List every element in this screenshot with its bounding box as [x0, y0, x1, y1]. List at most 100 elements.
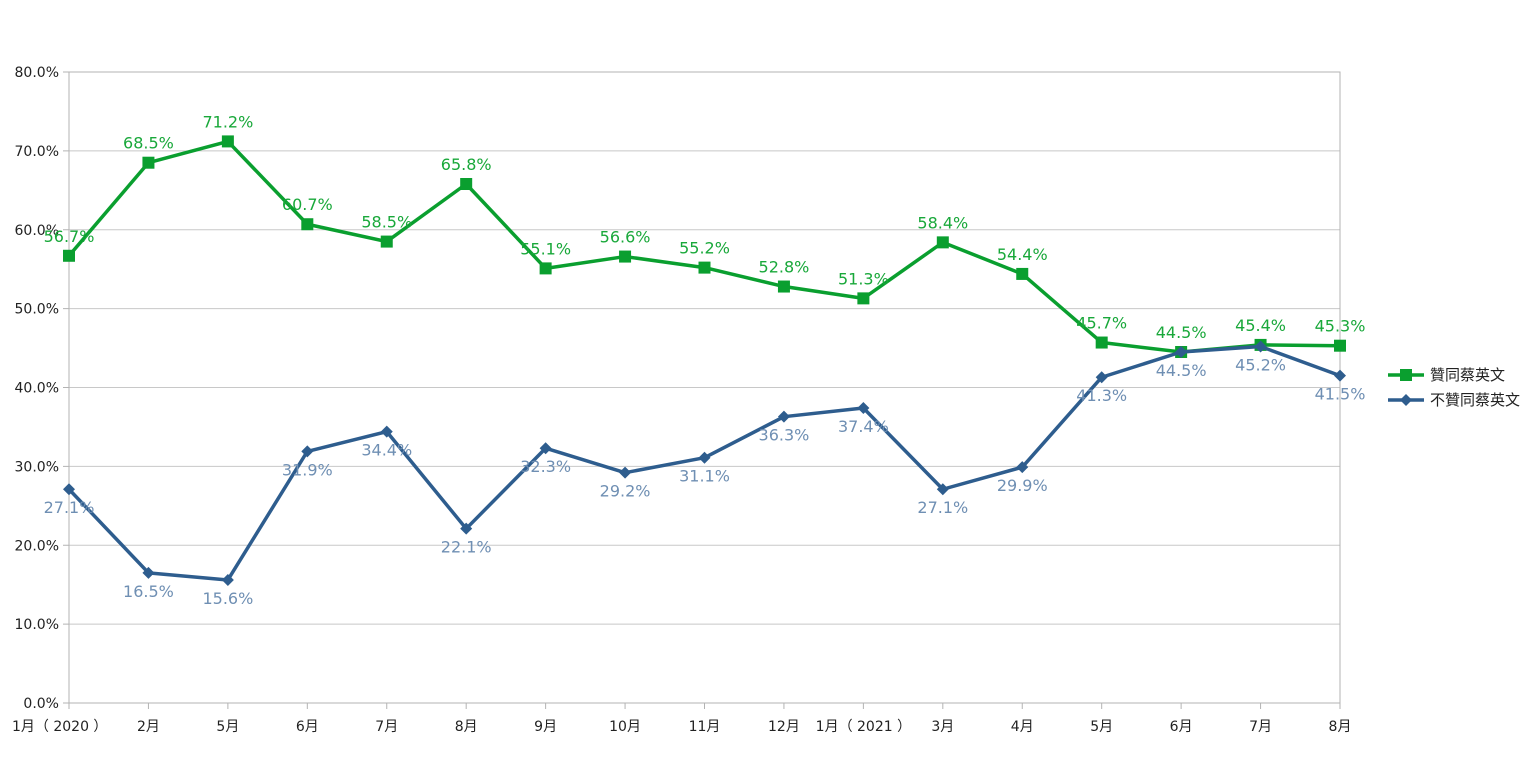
- y-tick-label: 20.0%: [15, 538, 59, 554]
- data-point-marker: [777, 410, 790, 423]
- data-label: 52.8%: [759, 258, 810, 277]
- data-label: 45.7%: [1076, 314, 1127, 333]
- data-point-marker: [301, 218, 314, 231]
- data-point-marker: [460, 178, 473, 191]
- x-tick-label: 6月: [1170, 719, 1193, 735]
- legend-label: 不贊同蔡英文: [1430, 391, 1520, 409]
- axes: 0.0% 10.0% 20.0% 30.0% 40.0% 50.0% 60.0% 70.0% 8…: [12, 65, 1351, 735]
- x-tick-label: 12月: [768, 719, 800, 735]
- data-label: 58.5%: [361, 213, 412, 232]
- y-tick-label: 60.0%: [15, 223, 59, 239]
- data-point-marker: [1016, 461, 1029, 474]
- y-tick-label: 80.0%: [15, 65, 59, 81]
- data-label: 41.3%: [1076, 386, 1127, 405]
- data-label: 45.2%: [1235, 355, 1286, 374]
- legend-label: 贊同蔡英文: [1430, 366, 1505, 384]
- data-point-marker: [221, 135, 234, 148]
- data-point-marker: [539, 442, 552, 455]
- data-label: 34.4%: [361, 441, 412, 460]
- data-point-marker: [619, 250, 632, 263]
- x-tick-label: 5月: [216, 719, 239, 735]
- data-label: 51.3%: [838, 269, 889, 288]
- data-label: 29.9%: [997, 476, 1048, 495]
- data-point-marker: [857, 402, 870, 415]
- data-point-marker: [698, 261, 711, 274]
- x-tick-label: 3月: [931, 719, 954, 735]
- data-label: 27.1%: [44, 498, 95, 517]
- x-tick-label: 1月（ 2021 ）: [816, 719, 911, 735]
- x-tick-label: 10月: [609, 719, 641, 735]
- x-tick-label: 1月（ 2020 ）: [12, 719, 107, 735]
- data-point-marker: [142, 566, 155, 579]
- data-point-marker: [936, 236, 949, 249]
- data-point-marker: [698, 451, 711, 464]
- x-tick-label: 8月: [455, 719, 478, 735]
- data-point-marker: [380, 235, 393, 248]
- y-tick-label: 10.0%: [15, 617, 59, 633]
- data-point-marker: [1016, 267, 1029, 280]
- data-point-marker: [63, 249, 75, 262]
- data-point-marker: [1175, 346, 1188, 359]
- data-label: 44.5%: [1156, 361, 1207, 380]
- data-label: 71.2%: [202, 112, 253, 131]
- data-point-marker: [142, 156, 155, 169]
- data-label: 54.4%: [997, 245, 1048, 264]
- y-tick-label: 30.0%: [15, 459, 59, 475]
- x-tick-label: 9月: [534, 719, 557, 735]
- data-point-marker: [1095, 371, 1108, 384]
- data-label: 15.6%: [202, 589, 253, 608]
- data-label: 68.5%: [123, 134, 174, 153]
- data-label: 65.8%: [441, 155, 492, 174]
- data-label: 31.1%: [679, 467, 730, 486]
- data-point-marker: [936, 483, 949, 496]
- gridlines: [69, 71, 1340, 704]
- x-tick-label: 5月: [1090, 719, 1113, 735]
- x-tick-label: 7月: [1249, 719, 1272, 735]
- data-label: 41.5%: [1315, 385, 1366, 404]
- data-labels: 56.7% 68.5% 71.2% 60.7% 58.5% 65.8% 55.1% 56.6%…: [44, 112, 1366, 608]
- y-tick-label: 50.0%: [15, 302, 59, 318]
- series: [63, 135, 1346, 586]
- data-point-marker: [1095, 336, 1108, 349]
- y-tick-label: 40.0%: [15, 381, 59, 397]
- y-tick-label: 70.0%: [15, 144, 59, 160]
- data-point-marker: [221, 573, 234, 586]
- data-point-marker: [777, 280, 790, 293]
- data-label: 55.2%: [679, 239, 730, 258]
- data-label: 22.1%: [441, 538, 492, 557]
- data-label: 58.4%: [917, 213, 968, 232]
- x-tick-label: 8月: [1329, 719, 1352, 735]
- legend-marker: [1400, 369, 1412, 381]
- data-label: 31.9%: [282, 460, 333, 479]
- data-label: 36.3%: [759, 426, 810, 445]
- data-label: 56.7%: [44, 227, 95, 246]
- data-label: 32.3%: [520, 457, 571, 476]
- data-label: 44.5%: [1156, 323, 1207, 342]
- data-point-marker: [857, 292, 870, 305]
- x-tick-label: 6月: [296, 719, 319, 735]
- x-tick-label: 2月: [137, 719, 160, 735]
- y-tick-label: 0.0%: [23, 696, 59, 712]
- data-point-marker: [63, 483, 75, 496]
- data-label: 45.4%: [1235, 316, 1286, 335]
- data-point-marker: [380, 425, 393, 438]
- data-point-marker: [1254, 340, 1267, 353]
- data-point-marker: [1334, 339, 1346, 352]
- data-label: 37.4%: [838, 417, 889, 436]
- x-tick-label: 4月: [1011, 719, 1034, 735]
- x-tick-label: 7月: [375, 719, 398, 735]
- data-point-marker: [619, 466, 632, 479]
- data-point-marker: [460, 522, 473, 535]
- data-point-marker: [539, 262, 552, 275]
- data-label: 16.5%: [123, 582, 174, 601]
- data-point-marker: [1334, 369, 1346, 382]
- data-label: 55.1%: [520, 239, 571, 258]
- data-point-marker: [301, 445, 314, 458]
- data-label: 29.2%: [600, 482, 651, 501]
- data-label: 60.7%: [282, 195, 333, 214]
- data-label: 45.3%: [1315, 317, 1366, 336]
- x-tick-label: 11月: [689, 719, 721, 735]
- legend-marker: [1400, 394, 1412, 406]
